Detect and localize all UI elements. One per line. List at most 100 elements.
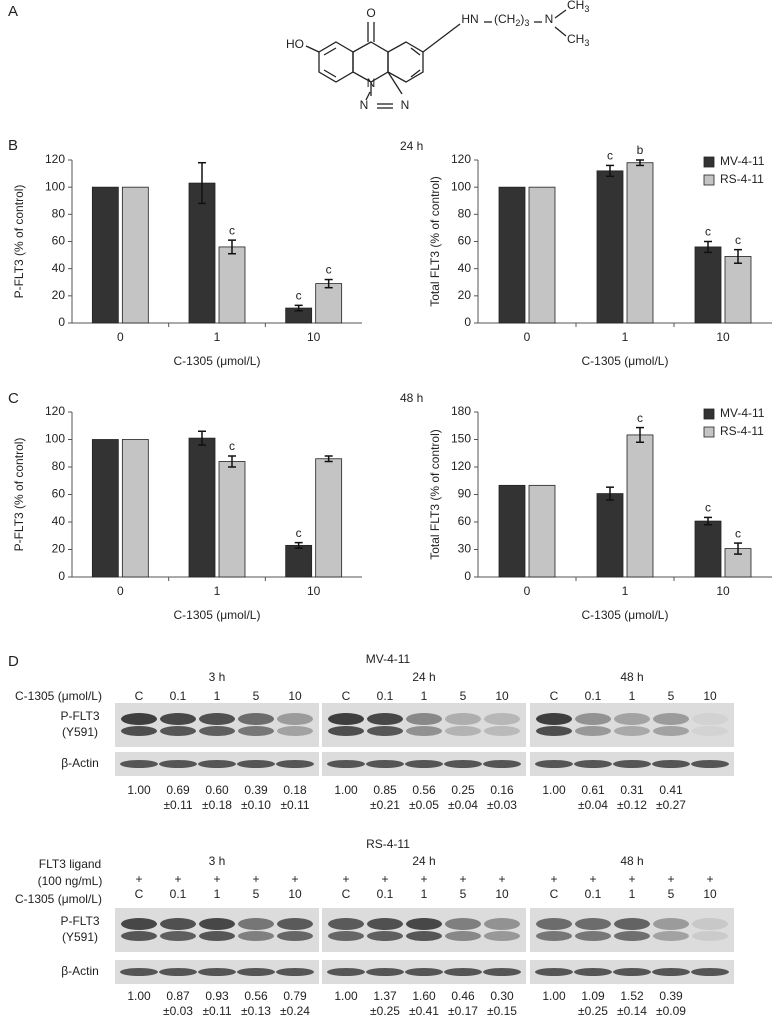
blot-band xyxy=(328,918,364,930)
quant-sd: ±0.14 xyxy=(617,1004,647,1018)
x-tick-label: 1 xyxy=(622,584,629,598)
blot-band xyxy=(406,931,442,941)
quant-sd: ±0.17 xyxy=(448,1004,478,1018)
methyl-label-part: CH xyxy=(567,0,584,12)
lane-label: C xyxy=(342,689,351,703)
lane-label: 5 xyxy=(668,689,675,703)
bar xyxy=(218,461,246,578)
lane-label: 10 xyxy=(703,887,717,901)
bar xyxy=(498,484,526,578)
y-tick-label: 120 xyxy=(45,404,65,418)
y-tick-label: 20 xyxy=(52,288,66,302)
ligand-sign: + xyxy=(291,872,298,886)
y-tick-label: 20 xyxy=(458,288,472,302)
blot-band xyxy=(575,713,611,725)
blot-band xyxy=(121,713,157,725)
significance-label: b xyxy=(637,143,644,157)
lane-label: 1 xyxy=(421,689,428,703)
quant-sd: ±0.03 xyxy=(487,798,517,812)
lane-label: 10 xyxy=(288,689,302,703)
x-axis-label: C-1305 (μmol/L) xyxy=(582,354,669,368)
x-tick-label: 0 xyxy=(117,584,124,598)
lane-label: 10 xyxy=(288,887,302,901)
significance-label: c xyxy=(607,149,613,163)
blot-band xyxy=(653,713,689,725)
actin-band xyxy=(652,760,690,768)
actin-band xyxy=(327,968,365,976)
atom-label: HN xyxy=(461,12,478,26)
actin-band xyxy=(198,968,236,976)
x-tick-label: 1 xyxy=(214,330,221,344)
x-tick-label: 10 xyxy=(307,330,321,344)
bar xyxy=(596,170,624,324)
time-label: 3 h xyxy=(209,854,226,868)
actin-band xyxy=(483,760,521,768)
blot-band xyxy=(238,713,274,725)
atom-label: N xyxy=(401,98,410,112)
blot-band xyxy=(692,931,728,941)
quant-sd: ±0.10 xyxy=(241,798,271,812)
legend-label: RS-4-11 xyxy=(720,172,764,186)
blot-band xyxy=(160,713,196,725)
y-tick-label: 60 xyxy=(52,234,66,248)
blot-band xyxy=(367,931,403,941)
lane-label: 0.1 xyxy=(170,689,187,703)
quant-mean: 0.31 xyxy=(620,783,644,797)
significance-label: c xyxy=(229,223,235,237)
quant-mean: 0.39 xyxy=(244,783,268,797)
quant-mean: 0.16 xyxy=(490,783,514,797)
blot-band xyxy=(445,931,481,941)
y-tick-label: 30 xyxy=(458,542,472,556)
blot-band xyxy=(199,931,235,941)
quant-sd: ±0.25 xyxy=(370,1004,400,1018)
quant-mean: 1.00 xyxy=(127,783,151,797)
lane-label: 1 xyxy=(214,689,221,703)
quant-mean: 0.56 xyxy=(412,783,436,797)
blot-band xyxy=(367,713,403,725)
methyl-label-part: 3 xyxy=(584,38,589,48)
actin-band xyxy=(691,968,729,976)
x-tick-label: 0 xyxy=(524,330,531,344)
ligand-sign: + xyxy=(459,872,466,886)
cell-line-title: MV-4-11 xyxy=(366,652,411,666)
blot-band xyxy=(445,918,481,930)
y-tick-label: 80 xyxy=(458,207,472,221)
quant-sd: ±0.27 xyxy=(656,798,686,812)
ligand-sign: + xyxy=(213,872,220,886)
legend-label: MV-4-11 xyxy=(720,154,765,168)
time-label: 48 h xyxy=(620,854,643,868)
quant-mean: 1.60 xyxy=(412,989,436,1003)
blot-band xyxy=(199,726,235,736)
blot-band xyxy=(536,726,572,736)
time-label: 48 h xyxy=(620,670,643,684)
chart-title: 24 h xyxy=(400,139,423,153)
bar xyxy=(724,256,752,324)
blot-band xyxy=(536,713,572,725)
lane-label: 0.1 xyxy=(585,689,602,703)
lane-label: 1 xyxy=(214,887,221,901)
legend-swatch xyxy=(703,426,715,438)
lane-label: 0.1 xyxy=(585,887,602,901)
blot-band xyxy=(692,726,728,736)
row-label: P-FLT3 xyxy=(60,709,99,723)
lane-label: 0.1 xyxy=(170,887,187,901)
actin-band xyxy=(405,968,443,976)
y-tick-label: 60 xyxy=(52,487,66,501)
y-tick-label: 20 xyxy=(52,542,66,556)
methyl-label: CH3 xyxy=(567,0,589,14)
x-tick-label: 10 xyxy=(716,584,730,598)
lane-label: C xyxy=(550,887,559,901)
quant-sd: ±0.24 xyxy=(280,1004,310,1018)
bar xyxy=(315,458,343,578)
blot-band xyxy=(614,931,650,941)
actin-band xyxy=(613,968,651,976)
significance-label: c xyxy=(735,233,741,247)
bar xyxy=(626,434,654,578)
significance-label: c xyxy=(296,289,302,303)
actin-band xyxy=(483,968,521,976)
treatment-label: C-1305 (μmol/L) xyxy=(15,892,102,906)
blot-band xyxy=(328,931,364,941)
x-axis-label: C-1305 (μmol/L) xyxy=(582,608,669,622)
row-label: P-FLT3 xyxy=(60,914,99,928)
